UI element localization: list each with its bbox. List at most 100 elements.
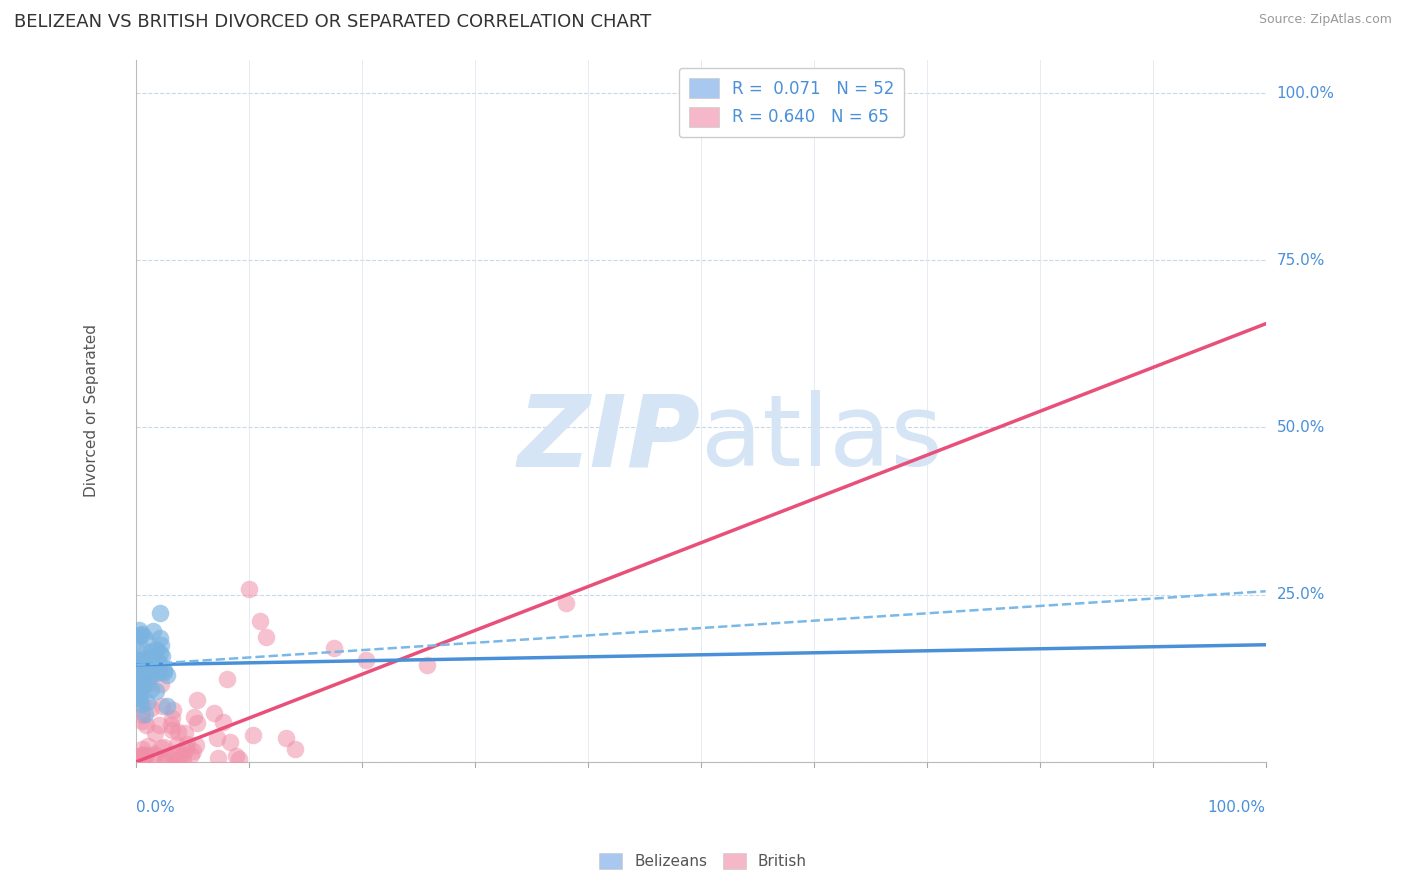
Point — [149, 646, 172, 660]
Point — [129, 628, 152, 642]
Point — [139, 669, 162, 683]
Point — [145, 644, 167, 658]
Point — [143, 747, 166, 761]
Point — [132, 678, 155, 692]
Text: Source: ZipAtlas.com: Source: ZipAtlas.com — [1258, 13, 1392, 27]
Point — [131, 667, 153, 681]
Point — [165, 752, 187, 766]
Point — [150, 677, 173, 691]
Point — [131, 748, 153, 763]
Point — [249, 615, 271, 629]
Point — [131, 742, 153, 756]
Point — [148, 657, 170, 671]
Text: 25.0%: 25.0% — [1277, 587, 1324, 602]
Point — [131, 748, 153, 763]
Point — [160, 710, 183, 724]
Point — [136, 677, 159, 691]
Point — [131, 671, 153, 685]
Point — [172, 755, 194, 769]
Point — [166, 724, 188, 739]
Point — [238, 582, 260, 596]
Point — [129, 683, 152, 698]
Point — [174, 726, 197, 740]
Point — [207, 751, 229, 765]
Point — [135, 748, 157, 763]
Point — [160, 723, 183, 738]
Point — [125, 665, 148, 680]
Point — [125, 666, 148, 681]
Point — [225, 748, 247, 763]
Point — [256, 631, 278, 645]
Point — [134, 632, 156, 646]
Point — [127, 690, 149, 705]
Point — [169, 749, 191, 764]
Point — [132, 671, 155, 685]
Point — [153, 663, 176, 677]
Point — [132, 676, 155, 690]
Point — [131, 697, 153, 711]
Point — [184, 738, 207, 752]
Point — [148, 657, 170, 671]
Point — [150, 698, 173, 713]
Point — [217, 673, 239, 687]
Point — [125, 656, 148, 670]
Point — [149, 631, 172, 645]
Point — [202, 706, 225, 720]
Point — [159, 717, 181, 731]
Point — [136, 661, 159, 675]
Point — [322, 640, 344, 655]
Point — [183, 709, 205, 723]
Text: 75.0%: 75.0% — [1277, 252, 1324, 268]
Point — [131, 707, 153, 722]
Point — [132, 655, 155, 669]
Legend: R =  0.071   N = 52, R = 0.640   N = 65: R = 0.071 N = 52, R = 0.640 N = 65 — [679, 68, 904, 137]
Point — [128, 624, 150, 638]
Text: 50.0%: 50.0% — [1277, 420, 1324, 435]
Point — [134, 748, 156, 763]
Point — [142, 624, 165, 639]
Point — [148, 606, 170, 620]
Point — [131, 748, 153, 763]
Point — [127, 630, 149, 644]
Point — [153, 754, 176, 768]
Point — [150, 648, 173, 663]
Point — [129, 683, 152, 698]
Text: 100.0%: 100.0% — [1208, 800, 1265, 815]
Point — [131, 657, 153, 671]
Point — [274, 731, 297, 745]
Point — [128, 665, 150, 679]
Point — [129, 647, 152, 661]
Point — [135, 718, 157, 732]
Point — [139, 645, 162, 659]
Point — [125, 652, 148, 666]
Point — [354, 653, 377, 667]
Point — [141, 665, 163, 680]
Point — [162, 703, 184, 717]
Point — [174, 741, 197, 756]
Point — [155, 753, 177, 767]
Point — [135, 652, 157, 666]
Text: ZIP: ZIP — [517, 391, 702, 487]
Point — [153, 740, 176, 755]
Point — [135, 663, 157, 677]
Point — [180, 748, 202, 763]
Point — [131, 641, 153, 656]
Point — [153, 665, 176, 679]
Point — [145, 642, 167, 657]
Point — [156, 751, 179, 765]
Text: 100.0%: 100.0% — [1277, 86, 1334, 101]
Point — [162, 748, 184, 763]
Point — [148, 664, 170, 678]
Point — [132, 653, 155, 667]
Point — [416, 657, 439, 672]
Point — [186, 716, 208, 731]
Point — [148, 718, 170, 732]
Point — [132, 669, 155, 683]
Point — [136, 695, 159, 709]
Point — [132, 749, 155, 764]
Point — [156, 698, 179, 713]
Point — [181, 743, 204, 757]
Point — [139, 682, 162, 697]
Point — [212, 714, 235, 729]
Text: Divorced or Separated: Divorced or Separated — [84, 324, 98, 497]
